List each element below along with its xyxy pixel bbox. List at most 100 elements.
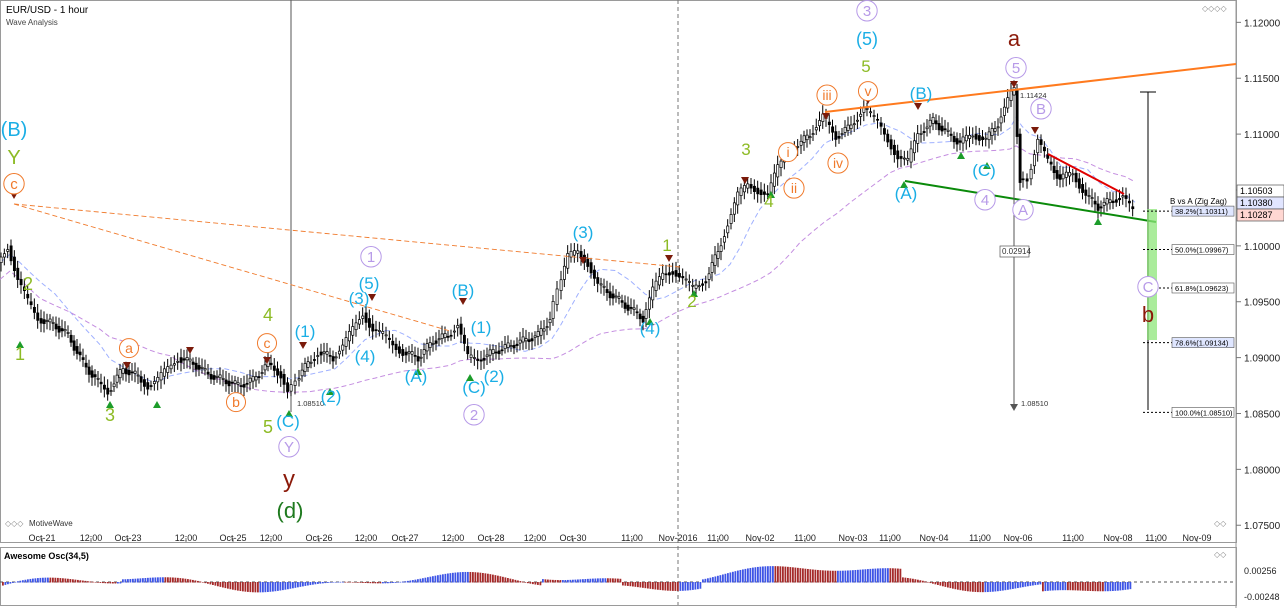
oscillator-bar [174, 577, 177, 583]
candle-body [282, 374, 286, 385]
oscillator-bar [959, 582, 962, 591]
candle-body [592, 269, 596, 279]
pivot-high-marker [914, 103, 922, 110]
oscillator-bar [1047, 582, 1049, 591]
price-pane-frame [0, 0, 1237, 543]
candle-body [407, 351, 411, 354]
candle-body [136, 374, 140, 377]
wave-label: (C) [972, 161, 996, 180]
oscillator-bar [819, 570, 822, 583]
oscillator-bar [514, 579, 517, 583]
candle-body [987, 131, 991, 141]
candle-body [328, 355, 332, 357]
wave-label-circle [256, 333, 278, 354]
oscillator-bar [599, 578, 602, 583]
oscillator-bar [939, 582, 942, 586]
oscillator-bar [829, 570, 832, 583]
oscillator-bar [384, 582, 387, 584]
oscillator-bar [27, 579, 29, 583]
candle-body [742, 185, 746, 193]
oscillator-bar [564, 580, 567, 583]
oscillator-bar [419, 578, 422, 583]
oscillator-bar [1034, 582, 1037, 586]
wave-label: (5) [856, 29, 878, 49]
candle-body [916, 133, 920, 144]
oscillator-bar [522, 581, 524, 583]
candle-body [589, 262, 593, 274]
oscillator-bar [902, 577, 904, 583]
candle-body [316, 355, 320, 357]
oscillator-bar [757, 566, 759, 583]
oscillator-bar [379, 582, 382, 584]
candle-body [1064, 171, 1068, 178]
oscillator-bar [109, 582, 112, 584]
oscillator-bar [544, 579, 547, 583]
candle-body [63, 329, 67, 332]
pivot-high-marker [665, 255, 673, 262]
candle-body [54, 323, 58, 330]
oscillator-bar [792, 567, 794, 583]
oscillator-bar [662, 582, 664, 591]
oscillator-bar [954, 582, 957, 590]
oscillator-bar [592, 578, 594, 583]
candle-body [106, 387, 110, 395]
candle-body [1061, 173, 1065, 180]
candle-body [940, 125, 944, 132]
wave-label: (5) [359, 274, 380, 293]
oscillator-bar [392, 582, 394, 583]
fib-level-box [1171, 337, 1235, 348]
candle-body [109, 390, 113, 392]
oscillator-bar [589, 578, 592, 583]
candle-body [886, 133, 890, 143]
fib-level-label: 50.0%(1.09967) [1175, 246, 1229, 255]
oscillator-bar [62, 578, 64, 583]
oscillator-bar [404, 581, 407, 583]
candle-body [922, 131, 926, 133]
wave-label-circle [856, 0, 878, 22]
oscillator-bar [77, 579, 79, 583]
oscillator-bar [9, 582, 12, 584]
candle-body [401, 349, 405, 356]
wave-label: 1 [367, 249, 375, 266]
oscillator-bar [1004, 582, 1007, 591]
candle-body [1009, 90, 1013, 101]
wave-label: 5 [263, 417, 273, 437]
oscillator-bar [464, 571, 467, 583]
wave-label-circle [827, 152, 849, 174]
candle-body [548, 319, 552, 324]
candle-body [428, 342, 432, 348]
candle-body [530, 338, 534, 342]
oscillator-bar [1017, 582, 1019, 589]
wave-label: A [1018, 202, 1028, 219]
wave-label: (C) [462, 378, 486, 397]
oscillator-bar [1094, 582, 1097, 592]
oscillator-bar [552, 579, 554, 583]
oscillator-bar [364, 582, 367, 583]
oscillator-bar [974, 582, 977, 592]
candle-body [446, 336, 450, 338]
oscillator-bar [867, 569, 869, 583]
oscillator-bar [429, 576, 432, 583]
candle-body [739, 187, 743, 196]
oscillator-bar [834, 570, 837, 583]
fib-level-label: 61.8%(1.09623) [1175, 284, 1229, 293]
candle-body [367, 318, 371, 328]
candle-body [9, 245, 13, 262]
candle-body [416, 356, 420, 362]
oscillator-bar [127, 579, 129, 583]
candle-body [984, 137, 988, 140]
candle-body [494, 351, 498, 354]
red-resistance-line [1047, 153, 1125, 195]
oscillator-bar [1099, 582, 1102, 592]
candle-body [1099, 206, 1103, 209]
wave-label: iv [833, 155, 843, 171]
oscillator-bar [699, 582, 702, 589]
oscillator-bar [507, 578, 509, 583]
oscillator-bar [739, 569, 742, 583]
candle-body [1052, 165, 1056, 174]
oscillator-bar [602, 578, 604, 583]
candle-body [896, 150, 900, 160]
candle-body [1074, 172, 1078, 183]
oscillator-bar [167, 577, 169, 583]
candle-body [766, 193, 770, 196]
